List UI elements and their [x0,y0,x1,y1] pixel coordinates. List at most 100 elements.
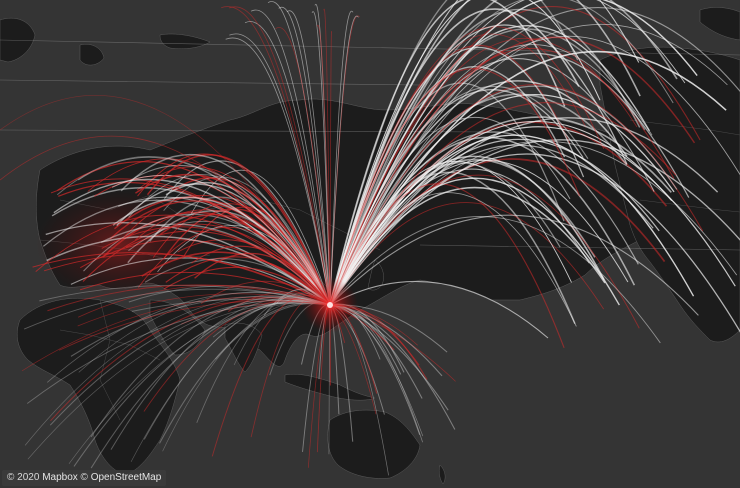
flow-arc-americas [329,85,589,306]
flow-arc-north [286,10,331,306]
land-new-zealand [438,464,446,485]
flow-arc-americas [329,0,579,306]
map-attribution: © 2020 Mapbox © OpenStreetMap [2,470,167,486]
flow-arc-europe [35,214,331,306]
flow-arc-europe [53,178,331,306]
flow-arc-americas [329,117,719,306]
flow-arc-far-west [0,135,331,306]
flow-arc-americas [329,93,628,306]
flow-arc-north [316,24,331,306]
flow-arc-americas [329,0,641,306]
flow-arc-europe [136,166,331,306]
flow-arc-americas [329,0,678,306]
flow-arc-europe [144,258,331,306]
flow-arc-north [229,33,331,306]
flow-arc-north [229,6,331,306]
flow-arc-south-west [26,302,331,404]
flow-arc-north [311,11,331,306]
flow-arc-south-west [90,296,331,438]
flow-arc-south-west [24,295,331,446]
flow-arc-europe [128,220,331,306]
flow-arc-americas [329,8,580,306]
flow-arc-americas [329,177,620,306]
flow-arc-europe [101,226,331,306]
flow-arc-europe [191,170,331,306]
flow-arc-americas [329,68,581,306]
flow-arc-americas [329,85,678,306]
flow-arc-americas [329,0,686,306]
flow-arc-europe [141,251,331,306]
flow-arc-americas [329,159,629,306]
flow-arc-europe [50,178,331,306]
flow-arc-americas [329,35,740,306]
flow-arc-north [278,6,331,306]
land-japan [367,259,384,291]
flow-arc-americas [329,37,638,306]
flow-arc-south-west [49,299,331,426]
mapbox-link[interactable]: Mapbox [42,472,78,483]
flow-arc-north [323,8,331,306]
land-australia [327,409,421,479]
flow-arc-europe [130,165,331,306]
flow-arc-americas [329,168,590,306]
flow-arc-europe [128,174,331,306]
flow-arc-americas [329,183,565,349]
flow-arc-south-west [77,293,331,327]
flow-arc-americas [329,102,677,306]
land-arctic-islands [159,33,211,49]
flow-arc-americas [329,8,641,306]
attribution-separator: © [80,472,88,483]
flow-arc-europe [172,177,331,306]
flow-arc-europe [163,176,331,306]
flow-arc-europe [32,252,331,306]
flow-arc-south-west [23,288,331,330]
flow-arc-north [329,31,333,306]
flow-arc-south-west [68,302,331,464]
flow-arc-south-west [59,300,331,351]
flow-arc-north [275,26,331,306]
flow-arc-europe [79,271,331,306]
flow-arc-americas [329,0,601,306]
flow-arc-europe [159,213,331,306]
flow-arc-south-west [46,292,331,383]
flow-arc-americas [329,50,727,306]
flow-arc-south-west [110,297,331,450]
flow-arc-europe [46,235,331,306]
flow-arc-far-west [0,95,331,306]
flow-arc-south-west [21,296,331,372]
flow-arc-europe [51,187,331,306]
flow-arc-north [329,15,359,306]
flow-arc-north [225,37,331,306]
flow-arc-south-west [47,284,331,312]
flow-arc-north [244,21,331,306]
hub-point [327,302,333,308]
flow-arc-americas [329,84,704,306]
flow-arc-europe [123,194,331,306]
flow-arc-north [250,9,331,306]
flow-arc-europe [111,174,331,306]
flow-arc-americas [329,36,696,306]
flow-arc-south-west [77,284,331,318]
land-svalbard [79,44,105,66]
openstreetmap-link[interactable]: OpenStreetMap [90,472,162,483]
flow-arc-north [329,10,354,306]
flow-arc-europe [116,183,331,306]
flow-arc-south-west [27,302,331,460]
flow-arc-americas [329,136,636,306]
flow-arc-europe [146,154,331,306]
flow-arc-europe [120,153,331,306]
land-alaska-islands [699,7,740,41]
flow-arc-americas [329,138,660,306]
attribution-year: © 2020 [7,472,40,483]
flow-arc-americas [329,216,661,344]
flow-arc-americas [329,89,584,306]
flow-arcs [0,0,740,476]
land-india [224,322,263,373]
land-indonesia [284,374,376,401]
flow-arc-americas [329,47,585,306]
flow-arc-south-west [90,300,331,469]
flow-arc-americas [329,214,699,316]
flow-arc-americas [329,0,674,306]
